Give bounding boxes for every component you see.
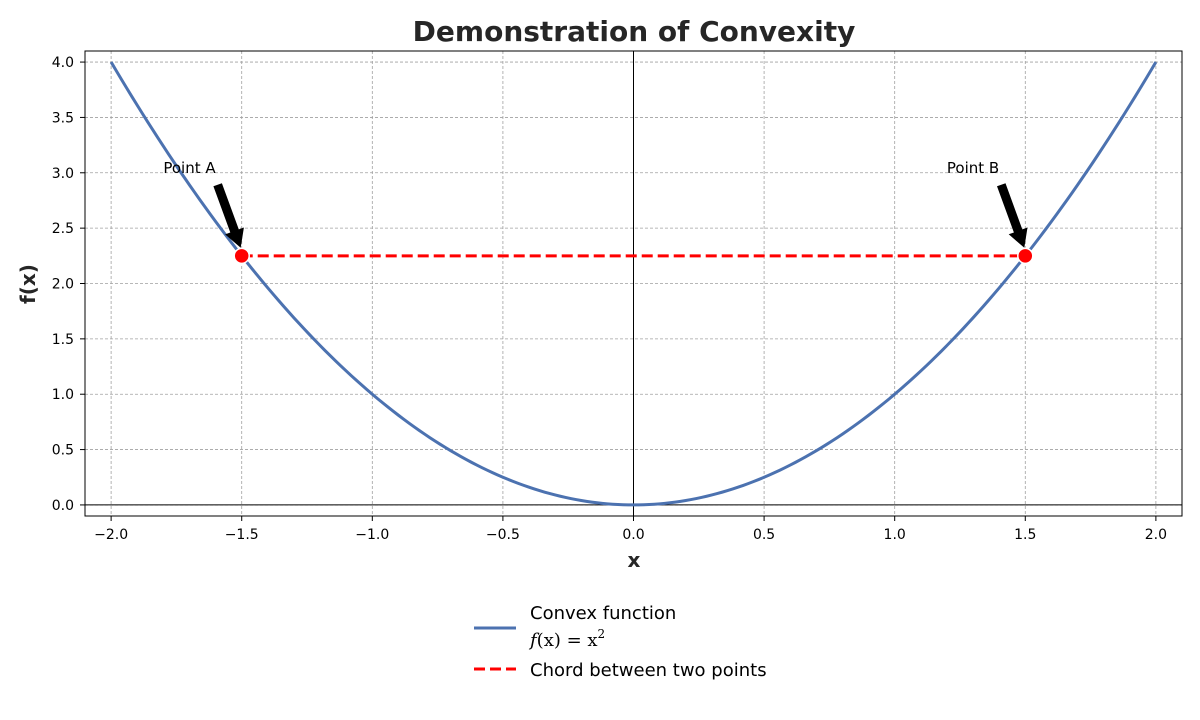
annotation-label: Point A [163, 159, 216, 177]
y-tick-label: 3.0 [52, 166, 74, 182]
y-tick-label: 3.5 [52, 110, 74, 126]
x-tick-label: 2.0 [1145, 527, 1167, 543]
tick-layer: −2.0 −1.5 −1.0 −0.5 0.0 0.5 1.0 1.5 2.0 0.0 0.5 1.0… [52, 55, 1167, 543]
x-tick-label: 0.5 [753, 527, 775, 543]
legend-label-function: Convex function [530, 603, 676, 624]
legend-label-function-formula: f(x) = x2 [528, 627, 605, 651]
x-tick-label: −2.0 [94, 527, 128, 543]
x-tick-label: 1.0 [884, 527, 906, 543]
y-tick-label: 0.5 [52, 443, 74, 459]
y-axis-title: f(x) [16, 264, 40, 304]
series-line-convex-function [109, 61, 1158, 507]
legend-label-chord: Chord between two points [530, 660, 767, 681]
x-tick-label: 0.0 [622, 527, 644, 543]
x-axis-title: x [628, 548, 641, 572]
y-tick-label: 4.0 [52, 55, 74, 71]
annotation-layer: Point A Point B [163, 159, 1028, 248]
annotation-arrow [997, 183, 1028, 248]
chart-title: Demonstration of Convexity [413, 15, 856, 48]
chord-endpoint-marker [233, 247, 250, 265]
x-tick-label: −0.5 [486, 527, 520, 543]
y-tick-label: 2.0 [52, 277, 74, 293]
annotation-label: Point B [947, 159, 999, 177]
y-tick-label: 1.5 [52, 332, 74, 348]
x-tick-label: 1.5 [1014, 527, 1036, 543]
annotation-arrow [213, 183, 244, 248]
series-layer [109, 61, 1158, 507]
x-tick-label: −1.5 [225, 527, 259, 543]
legend: Convex function f(x) = x2 Chord between … [474, 603, 767, 681]
x-tick-label: −1.0 [355, 527, 389, 543]
y-tick-label: 2.5 [52, 221, 74, 237]
chord-endpoint-marker [1017, 247, 1034, 265]
y-tick-label: 0.0 [52, 498, 74, 514]
y-tick-label: 1.0 [52, 387, 74, 403]
